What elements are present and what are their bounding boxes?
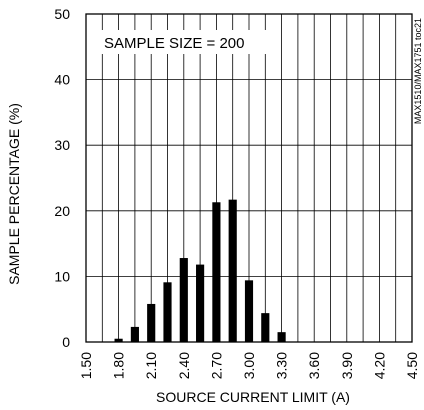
x-tick-label: 1.80 (111, 352, 127, 379)
x-tick-label: 3.90 (339, 352, 355, 379)
x-tick-label: 3.30 (274, 352, 290, 379)
x-tick-label: 2.40 (176, 352, 192, 379)
bar (179, 258, 188, 342)
x-axis-title: SOURCE CURRENT LIMIT (A) (156, 389, 350, 405)
x-tick-label: 3.60 (306, 352, 322, 379)
annotation-background (97, 30, 269, 54)
bar (163, 282, 172, 342)
y-axis-ticks: 0 10 20 30 40 50 (54, 6, 70, 350)
x-tick-label: 2.10 (143, 352, 159, 379)
y-tick-label: 30 (54, 137, 70, 153)
bar (277, 332, 286, 342)
grid-lines (86, 14, 412, 342)
bar (130, 326, 139, 342)
bar (244, 280, 254, 342)
y-tick-label: 0 (62, 334, 70, 350)
bar (228, 199, 237, 342)
x-tick-label: 1.50 (78, 352, 94, 379)
y-tick-label: 50 (54, 6, 70, 22)
bar (147, 303, 156, 342)
x-axis-ticks: 1.50 1.80 2.10 2.40 2.70 3.00 3.30 3.60 3.90 4.20… (78, 352, 420, 379)
bar-series (114, 199, 286, 342)
bar (261, 313, 270, 342)
y-tick-label: 10 (54, 268, 70, 284)
x-tick-label: 2.70 (208, 352, 224, 379)
bar (212, 202, 221, 342)
sample-size-annotation: SAMPLE SIZE = 200 (104, 35, 245, 52)
figure-id-note: MAX1510/MAX1751 toc21 (413, 18, 423, 124)
y-tick-label: 40 (54, 72, 70, 88)
x-tick-label: 4.50 (404, 352, 420, 379)
y-axis-title: SAMPLE PERCENTAGE (%) (6, 103, 22, 285)
x-tick-label: 3.00 (241, 352, 257, 379)
x-tick-label: 4.20 (371, 352, 387, 379)
y-tick-label: 20 (54, 203, 70, 219)
bar (114, 338, 123, 342)
bar (196, 264, 205, 342)
plot-frame (85, 13, 413, 343)
